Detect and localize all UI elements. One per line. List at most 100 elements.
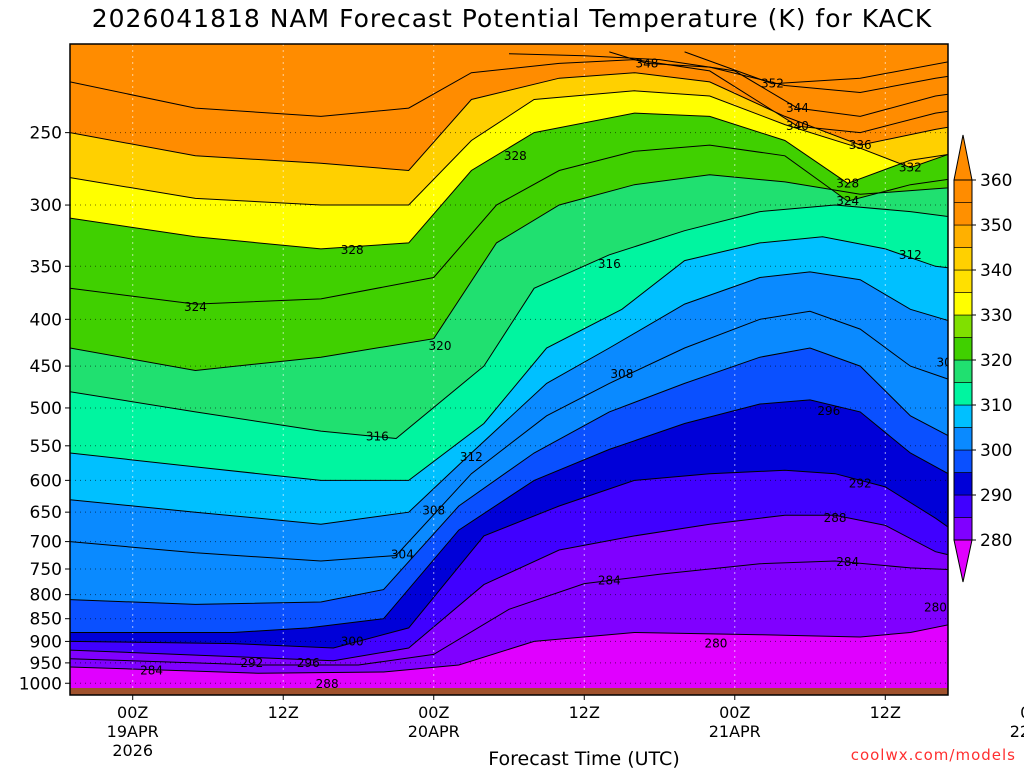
x-tick-label-72-1: 22APR bbox=[1010, 722, 1024, 741]
isentrope-300 bbox=[70, 347, 948, 605]
colorbar-label-330: 330 bbox=[980, 306, 1012, 326]
contour-label-288: 288 bbox=[824, 511, 847, 525]
x-axis-title: Forecast Time (UTC) bbox=[488, 748, 679, 768]
y-tick-label-750: 750 bbox=[30, 560, 62, 580]
contour-label-292: 292 bbox=[240, 656, 263, 670]
contour-label-328: 328 bbox=[341, 243, 364, 257]
contour-label-320: 320 bbox=[429, 339, 452, 353]
colorbar-label-320: 320 bbox=[980, 351, 1012, 371]
y-tick-label-550: 550 bbox=[30, 437, 62, 457]
y-tick-label-350: 350 bbox=[30, 257, 62, 277]
colorbar-swatch-5 bbox=[953, 404, 973, 428]
isentrope-324 bbox=[70, 144, 948, 305]
colorbar-swatch-4 bbox=[953, 427, 973, 451]
y-tick-label-500: 500 bbox=[30, 399, 62, 419]
contour-label-344: 344 bbox=[786, 101, 809, 115]
colorbar-label-290: 290 bbox=[980, 486, 1012, 506]
colorbar-swatch-3 bbox=[953, 449, 973, 473]
colorbar-low-arrow bbox=[953, 539, 973, 583]
y-tick-label-650: 650 bbox=[30, 503, 62, 523]
x-tick-label-36-0: 12Z bbox=[569, 703, 600, 722]
x-tick-label-0-2: 2026 bbox=[112, 741, 153, 760]
colorbar-swatch-11 bbox=[953, 269, 973, 293]
contour-label-300: 300 bbox=[341, 634, 364, 648]
contour-label-308: 308 bbox=[610, 367, 633, 381]
contour-label-304: 304 bbox=[937, 356, 960, 370]
isentrope-304 bbox=[70, 310, 948, 562]
colorbar-high-arrow bbox=[953, 134, 973, 181]
isentrope-336 bbox=[70, 72, 948, 172]
x-tick-label-60-0: 12Z bbox=[870, 703, 901, 722]
isentrope-312 bbox=[70, 236, 948, 481]
colorbar-swatch-15 bbox=[953, 179, 973, 203]
contour-label-308: 308 bbox=[422, 503, 445, 517]
contour-label-352: 352 bbox=[761, 77, 784, 91]
isentrope-332 bbox=[70, 90, 948, 206]
plot-frame bbox=[69, 43, 949, 696]
isentrope-308 bbox=[70, 271, 948, 525]
contour-label-312: 312 bbox=[899, 248, 922, 262]
site-credit[interactable]: coolwx.com/models bbox=[850, 746, 1016, 764]
colorbar-swatch-8 bbox=[953, 337, 973, 361]
isentrope-296 bbox=[70, 399, 948, 633]
isentrope-284 bbox=[70, 560, 948, 666]
isentrope-352 bbox=[684, 51, 948, 85]
contour-label-288: 288 bbox=[316, 677, 339, 691]
x-tick-label-0-0: 00Z bbox=[117, 703, 148, 722]
contour-label-316: 316 bbox=[366, 429, 389, 443]
contour-label-336: 336 bbox=[849, 138, 872, 152]
isentrope-344 bbox=[508, 53, 948, 117]
isentrope-280 bbox=[70, 624, 948, 674]
y-tick-label-1000: 1000 bbox=[19, 674, 62, 694]
colorbar-swatch-0 bbox=[953, 517, 973, 541]
y-tick-label-950: 950 bbox=[30, 654, 62, 674]
colorbar-frame bbox=[953, 179, 973, 541]
y-tick-label-600: 600 bbox=[30, 471, 62, 491]
contour-label-284: 284 bbox=[140, 663, 163, 677]
y-tick-label-400: 400 bbox=[30, 310, 62, 330]
contour-label-312: 312 bbox=[460, 450, 483, 464]
contour-label-296: 296 bbox=[817, 404, 840, 418]
x-tick-label-72-0: 00Z bbox=[1020, 703, 1024, 722]
y-tick-label-450: 450 bbox=[30, 357, 62, 377]
isentrope-292 bbox=[70, 469, 948, 649]
y-tick-label-850: 850 bbox=[30, 610, 62, 630]
colorbar-label-360: 360 bbox=[980, 171, 1012, 191]
colorbar-swatch-9 bbox=[953, 314, 973, 338]
contour-label-304: 304 bbox=[391, 547, 414, 561]
contour-label-292: 292 bbox=[849, 477, 872, 491]
x-tick-label-48-0: 00Z bbox=[719, 703, 750, 722]
colorbar-swatch-6 bbox=[953, 382, 973, 406]
contour-label-284: 284 bbox=[598, 573, 621, 587]
isentrope-328 bbox=[70, 112, 948, 250]
contour-label-332: 332 bbox=[899, 161, 922, 175]
colorbar-swatch-7 bbox=[953, 359, 973, 383]
colorbar-swatch-1 bbox=[953, 494, 973, 518]
colorbar-label-340: 340 bbox=[980, 261, 1012, 281]
x-tick-label-48-1: 21APR bbox=[709, 722, 761, 741]
colorbar-label-350: 350 bbox=[980, 216, 1012, 236]
x-tick-label-0-1: 19APR bbox=[107, 722, 159, 741]
contour-label-340: 340 bbox=[786, 119, 809, 133]
contour-label-324: 324 bbox=[836, 194, 859, 208]
chart-title: 2026041818 NAM Forecast Potential Temper… bbox=[91, 4, 933, 33]
x-tick-label-12-0: 12Z bbox=[268, 703, 299, 722]
colorbar-swatch-12 bbox=[953, 247, 973, 271]
isentrope-348 bbox=[609, 51, 948, 94]
contour-label-296: 296 bbox=[297, 656, 320, 670]
colorbar-swatch-2 bbox=[953, 472, 973, 496]
contour-label-324: 324 bbox=[184, 300, 207, 314]
contour-label-328: 328 bbox=[504, 149, 527, 163]
colorbar-label-310: 310 bbox=[980, 396, 1012, 416]
colorbar-label-300: 300 bbox=[980, 441, 1012, 461]
colorbar-swatch-13 bbox=[953, 224, 973, 248]
x-tick-label-24-1: 20APR bbox=[408, 722, 460, 741]
colorbar-label-280: 280 bbox=[980, 531, 1012, 551]
x-tick-label-24-0: 00Z bbox=[418, 703, 449, 722]
colorbar-swatch-10 bbox=[953, 292, 973, 316]
contour-label-328: 328 bbox=[836, 176, 859, 190]
contour-label-280: 280 bbox=[924, 600, 947, 614]
isentrope-320 bbox=[70, 174, 948, 372]
